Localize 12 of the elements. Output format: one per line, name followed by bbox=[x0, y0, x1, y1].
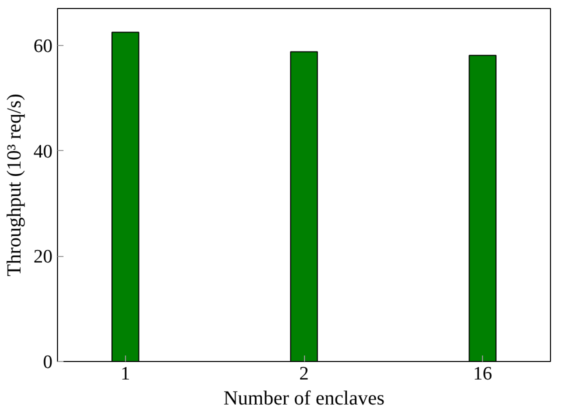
y-tick-label: 40 bbox=[34, 141, 52, 162]
y-tick-label: 60 bbox=[34, 36, 52, 57]
bar bbox=[290, 51, 318, 362]
x-axis-title: Number of enclaves bbox=[223, 388, 385, 410]
y-tick-label: 20 bbox=[34, 246, 52, 268]
bar bbox=[111, 32, 140, 362]
bar bbox=[468, 54, 497, 362]
x-tick-label: 16 bbox=[473, 364, 492, 384]
y-axis-title: Throughput (10³ req/s) bbox=[4, 94, 26, 276]
x-tick-label: 1 bbox=[120, 364, 130, 384]
x-tick-label: 2 bbox=[299, 364, 309, 384]
y-tick-label: 0 bbox=[43, 352, 52, 373]
